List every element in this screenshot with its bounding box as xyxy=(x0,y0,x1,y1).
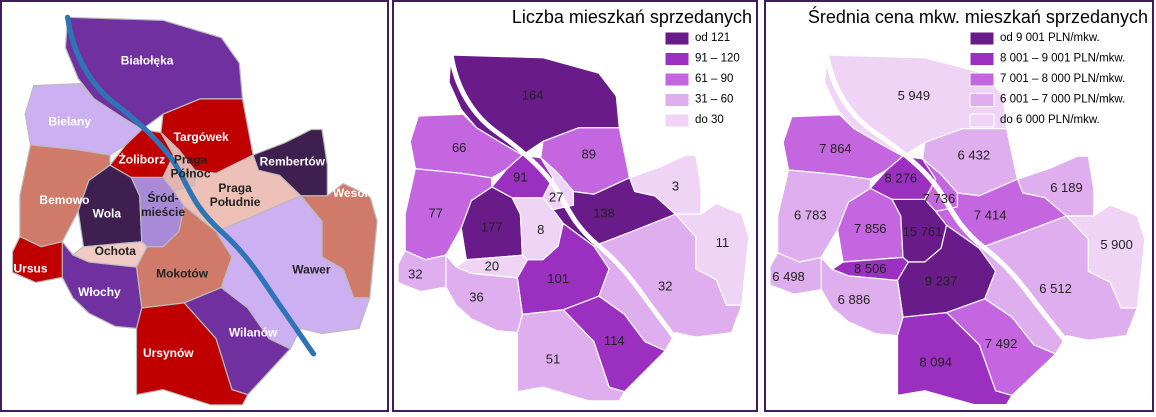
district-name: Białołęka xyxy=(121,53,174,67)
district-value: 51 xyxy=(546,351,560,366)
district-value: 6 783 xyxy=(794,207,827,222)
district-value: 101 xyxy=(547,271,569,286)
district-value: 177 xyxy=(481,219,503,234)
district-map xyxy=(12,14,377,405)
district-value: 6 512 xyxy=(1039,281,1072,296)
river xyxy=(823,52,1083,361)
district-name: Śród- xyxy=(147,190,178,205)
district-value: 5 949 xyxy=(898,88,931,103)
district-value: 32 xyxy=(408,267,422,282)
district-value: 6 432 xyxy=(958,148,991,163)
legend-swatch xyxy=(664,113,690,128)
legend-swatch xyxy=(664,31,690,46)
legend-swatch xyxy=(664,52,690,66)
district-value: 11 xyxy=(716,235,730,250)
district-value: 89 xyxy=(582,147,596,162)
district-name: Ochota xyxy=(95,244,137,258)
legend-swatch xyxy=(664,93,690,107)
district xyxy=(898,313,1012,405)
district-value: 36 xyxy=(469,289,483,304)
district-name: Bemowo xyxy=(39,193,89,207)
district-value: 91 xyxy=(513,169,527,184)
district-value: 27 xyxy=(549,189,563,204)
district-name: Praga xyxy=(218,181,252,195)
district-name: Wesoła xyxy=(333,186,375,200)
district-value: 8 094 xyxy=(919,355,952,370)
district-value: 3 xyxy=(672,178,679,193)
district-value: 20 xyxy=(485,258,499,273)
district-value: 66 xyxy=(452,140,466,155)
district-value: 6 498 xyxy=(772,269,805,284)
district-value: 77 xyxy=(429,206,443,221)
district-value: 7 864 xyxy=(819,141,852,156)
district-name: Mokotów xyxy=(156,267,209,281)
district-value: 8 276 xyxy=(885,171,918,186)
district-value: 7 736 xyxy=(923,191,956,206)
legend-swatch xyxy=(969,31,995,46)
district-name: Targówek xyxy=(174,130,229,144)
district-name: Wawer xyxy=(292,262,331,276)
district-value: 15 761 xyxy=(903,224,943,239)
district-value: 138 xyxy=(593,206,615,221)
district-name: Wola xyxy=(93,206,122,220)
legend-label: od 121 xyxy=(695,32,730,44)
legend-swatch xyxy=(969,52,995,66)
legend-swatch xyxy=(969,72,995,87)
river xyxy=(448,52,691,358)
district-value: 7 492 xyxy=(985,336,1018,351)
legend-label: 91 – 120 xyxy=(695,53,740,65)
legend-swatch xyxy=(969,93,995,107)
district-name: Północ xyxy=(171,166,211,180)
legend-label: 7 001 – 8 000 PLN/mkw. xyxy=(1000,73,1125,85)
district-name: Praga xyxy=(174,152,208,166)
district-name: Ursus xyxy=(13,261,47,275)
legend-label: do 6 000 PLN/mkw. xyxy=(1000,114,1100,126)
district-map xyxy=(770,52,1145,405)
district-name: Włochy xyxy=(78,285,121,299)
legend-label: 8 001 – 9 001 PLN/mkw. xyxy=(1000,53,1125,65)
district-value: 7 414 xyxy=(974,207,1007,222)
legend-swatch xyxy=(969,113,995,128)
legend-label: do 30 xyxy=(695,114,724,126)
district xyxy=(517,310,624,401)
district-name: Południe xyxy=(210,195,261,209)
legend-label: 31 – 60 xyxy=(695,94,733,106)
legend-swatch xyxy=(664,72,690,87)
legend-label: 61 – 90 xyxy=(695,73,733,85)
district-name: Rembertów xyxy=(260,154,326,168)
district-value: 8 506 xyxy=(854,261,887,276)
district-name: Ursynów xyxy=(143,346,194,360)
district-value: 8 xyxy=(537,222,544,237)
district-value: 32 xyxy=(658,278,672,293)
district-name: Wilanów xyxy=(229,326,278,340)
district-map xyxy=(398,52,749,401)
district-value: 5 900 xyxy=(1100,237,1133,252)
district-name: Żoliborz xyxy=(118,151,165,166)
map-title: Liczba mieszkań sprzedanych xyxy=(512,7,752,27)
river xyxy=(64,14,317,357)
district-value: 6 189 xyxy=(1050,180,1083,195)
legend-label: od 9 001 PLN/mkw. xyxy=(1000,32,1100,44)
map-title: Średnia cena mkw. mieszkań sprzedanych xyxy=(808,6,1148,27)
district-value: 6 886 xyxy=(838,292,871,307)
district-value: 114 xyxy=(604,333,625,348)
district-value: 9 237 xyxy=(925,274,958,289)
district xyxy=(137,303,248,405)
legend-label: 6 001 – 7 000 PLN/mkw. xyxy=(1000,94,1125,106)
district-name: Bielany xyxy=(48,115,91,129)
district-name: mieście xyxy=(141,205,185,219)
district-value: 7 856 xyxy=(854,221,887,236)
district-value: 164 xyxy=(522,87,544,102)
